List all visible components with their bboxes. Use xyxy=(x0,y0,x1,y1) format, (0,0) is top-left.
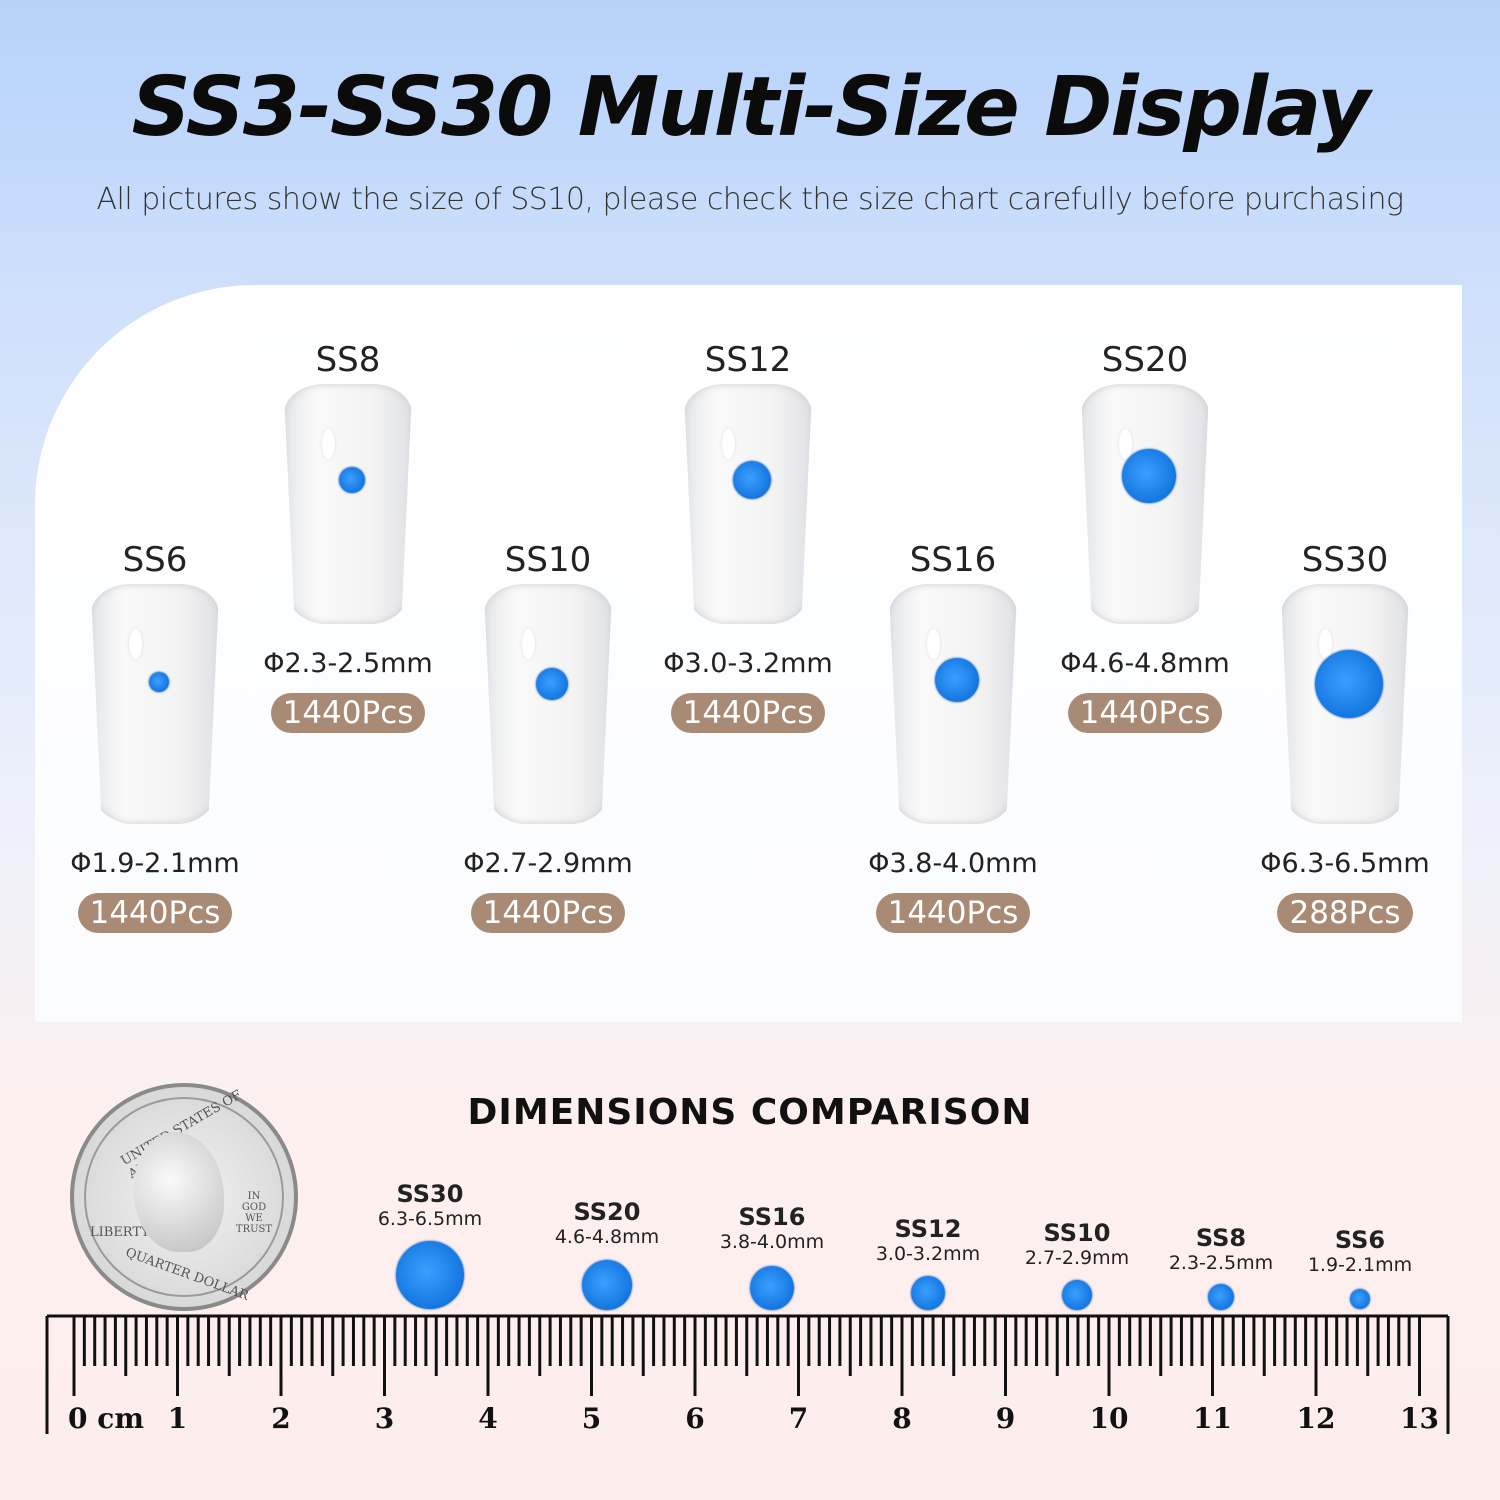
size-item-ss8: SS8 Φ2.3-2.5mm 1440Pcs xyxy=(248,340,448,733)
ruler-label: 9 xyxy=(995,1402,1016,1435)
ruler xyxy=(45,1314,1450,1434)
ruler-label: 1 xyxy=(167,1402,188,1435)
size-item-ss30: SS30 Φ6.3-6.5mm 288Pcs xyxy=(1245,540,1445,933)
comparison-item-ss6: SS6 1.9-2.1mm xyxy=(1290,1226,1430,1276)
comparison-item-ss12: SS12 3.0-3.2mm xyxy=(858,1215,998,1265)
comparison-name: SS8 xyxy=(1195,1224,1247,1252)
size-diameter: Φ2.7-2.9mm xyxy=(463,848,633,879)
rhinestone-icon xyxy=(911,1276,945,1310)
comparison-name: SS10 xyxy=(1043,1219,1111,1247)
nail-tip-image xyxy=(684,384,812,624)
size-name: SS10 xyxy=(504,540,592,580)
size-diameter: Φ1.9-2.1mm xyxy=(70,848,240,879)
rhinestone-icon xyxy=(733,461,771,499)
rhinestone-icon xyxy=(750,1266,794,1310)
size-diameter: Φ3.8-4.0mm xyxy=(868,848,1038,879)
rhinestone-icon xyxy=(339,467,365,493)
size-item-ss16: SS16 Φ3.8-4.0mm 1440Pcs xyxy=(853,540,1053,933)
size-name: SS6 xyxy=(122,540,188,580)
size-item-ss6: SS6 Φ1.9-2.1mm 1440Pcs xyxy=(55,540,255,933)
ruler-label: 13 xyxy=(1400,1402,1439,1435)
ruler-label: 10 xyxy=(1089,1402,1129,1435)
comparison-item-ss16: SS16 3.8-4.0mm xyxy=(702,1203,842,1253)
quantity-badge: 1440Pcs xyxy=(270,693,426,733)
ruler-label: 7 xyxy=(788,1402,809,1435)
ruler-label: 0 cm xyxy=(68,1402,144,1435)
comparison-size: 2.3-2.5mm xyxy=(1168,1252,1274,1274)
page-subtitle: All pictures show the size of SS10, plea… xyxy=(96,182,1404,217)
rhinestone-icon xyxy=(396,1241,464,1309)
page-title: SS3-SS30 Multi-Size Display xyxy=(131,60,1371,155)
size-diameter: Φ2.3-2.5mm xyxy=(263,648,433,679)
rhinestone-icon xyxy=(1350,1289,1370,1309)
rhinestone-icon xyxy=(1208,1284,1234,1310)
quantity-badge: 1440Pcs xyxy=(470,893,626,933)
size-name: SS12 xyxy=(704,340,792,380)
comparison-item-ss20: SS20 4.6-4.8mm xyxy=(537,1198,677,1248)
quarter-coin-image: UNITED STATES OF AMERICA IN GOD WE TRUST… xyxy=(70,1083,298,1311)
ruler-label: 5 xyxy=(581,1402,602,1435)
size-diameter: Φ3.0-3.2mm xyxy=(663,648,833,679)
quantity-badge: 1440Pcs xyxy=(77,893,233,933)
ruler-label: 11 xyxy=(1193,1402,1232,1435)
rhinestone-icon xyxy=(149,672,169,692)
size-name: SS30 xyxy=(1301,540,1389,580)
size-name: SS8 xyxy=(315,340,381,380)
rhinestone-icon xyxy=(1315,650,1383,718)
comparison-size: 3.0-3.2mm xyxy=(875,1243,981,1265)
comparison-name: SS12 xyxy=(894,1215,962,1243)
size-item-ss20: SS20 Φ4.6-4.8mm 1440Pcs xyxy=(1045,340,1245,733)
rhinestone-icon xyxy=(1122,449,1176,503)
rhinestone-icon xyxy=(582,1260,632,1310)
comparison-size: 2.7-2.9mm xyxy=(1024,1247,1130,1269)
comparison-size: 6.3-6.5mm xyxy=(377,1208,483,1230)
size-item-ss10: SS10 Φ2.7-2.9mm 1440Pcs xyxy=(448,540,648,933)
comparison-name: SS30 xyxy=(396,1180,464,1208)
comparison-size: 1.9-2.1mm xyxy=(1307,1254,1413,1276)
rhinestone-icon xyxy=(935,658,979,702)
size-name: SS20 xyxy=(1101,340,1189,380)
comparison-name: SS20 xyxy=(573,1198,641,1226)
nail-tip-image xyxy=(91,584,219,824)
nail-tip-image xyxy=(284,384,412,624)
rhinestone-icon xyxy=(1062,1280,1092,1310)
ruler-label: 8 xyxy=(892,1402,912,1435)
size-diameter: Φ4.6-4.8mm xyxy=(1060,648,1230,679)
comparison-item-ss30: SS30 6.3-6.5mm xyxy=(360,1180,500,1230)
quantity-badge: 288Pcs xyxy=(1277,893,1413,933)
comparison-item-ss8: SS8 2.3-2.5mm xyxy=(1151,1224,1291,1274)
ruler-label: 3 xyxy=(374,1402,395,1435)
ruler-label: 4 xyxy=(478,1402,498,1435)
size-name: SS16 xyxy=(909,540,997,580)
nail-tip-image xyxy=(1281,584,1409,824)
nail-tip-image xyxy=(484,584,612,824)
comparison-size: 3.8-4.0mm xyxy=(719,1231,825,1253)
nail-tip-image xyxy=(889,584,1017,824)
quantity-badge: 1440Pcs xyxy=(670,693,826,733)
quantity-badge: 1440Pcs xyxy=(875,893,1031,933)
quantity-badge: 1440Pcs xyxy=(1067,693,1223,733)
size-item-ss12: SS12 Φ3.0-3.2mm 1440Pcs xyxy=(648,340,848,733)
ruler-label: 2 xyxy=(271,1402,291,1435)
ruler-label: 12 xyxy=(1296,1402,1336,1435)
comparison-size: 4.6-4.8mm xyxy=(554,1226,660,1248)
size-diameter: Φ6.3-6.5mm xyxy=(1260,848,1430,879)
rhinestone-icon xyxy=(536,668,568,700)
nail-tip-image xyxy=(1081,384,1209,624)
comparison-item-ss10: SS10 2.7-2.9mm xyxy=(1007,1219,1147,1269)
comparison-title: DIMENSIONS COMPARISON xyxy=(467,1092,1033,1133)
ruler-label: 6 xyxy=(685,1402,705,1435)
comparison-name: SS16 xyxy=(738,1203,806,1231)
comparison-name: SS6 xyxy=(1334,1226,1386,1254)
